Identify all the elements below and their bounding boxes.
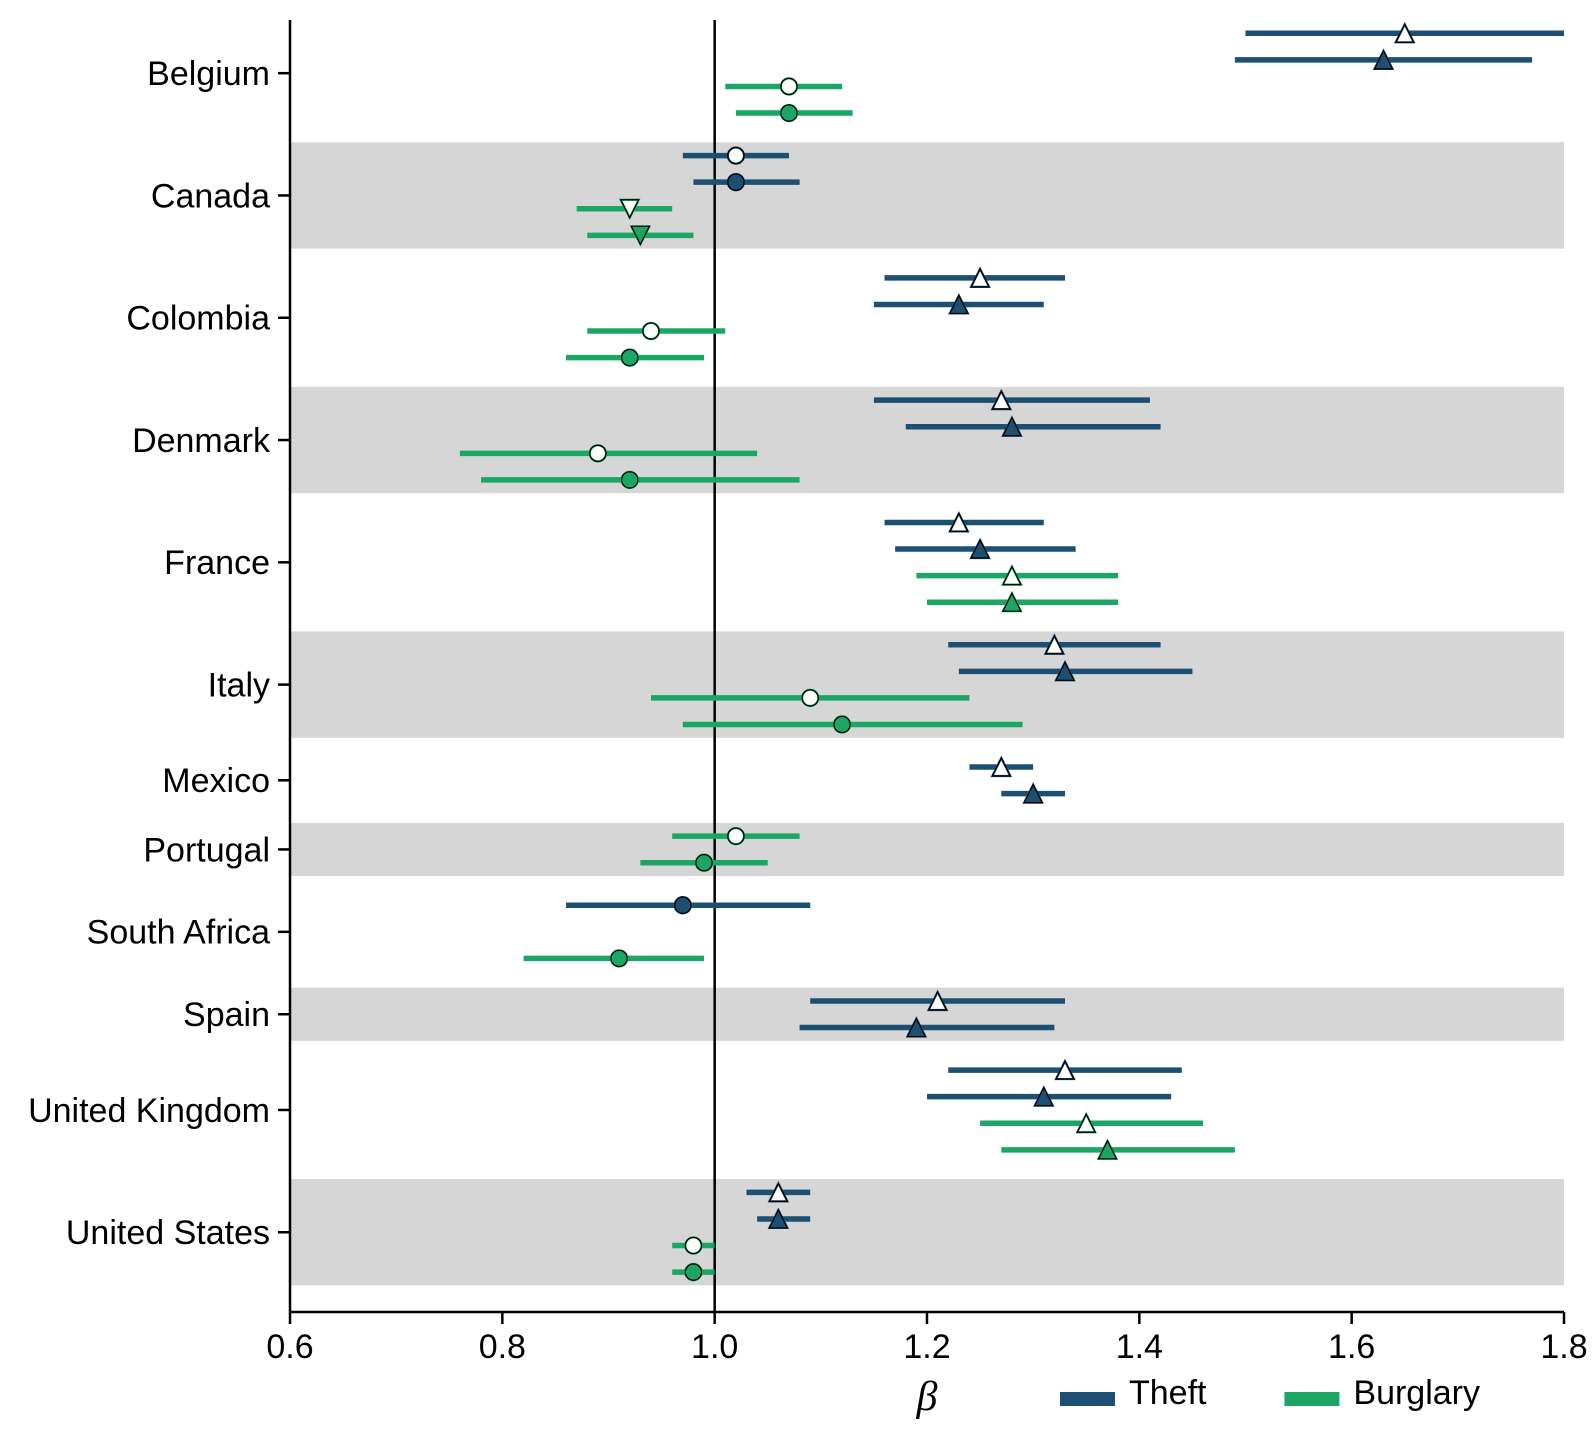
xtick-label: 1.8 — [1540, 1328, 1587, 1366]
country-band — [290, 1179, 1564, 1285]
xtick-label: 1.0 — [691, 1328, 738, 1366]
country-label: Portugal — [143, 831, 270, 869]
legend-swatch — [1060, 1392, 1115, 1406]
legend-label: Theft — [1129, 1374, 1207, 1412]
legend-label: Burglary — [1353, 1374, 1480, 1412]
xtick-label: 1.4 — [1116, 1328, 1163, 1366]
xtick-label: 1.2 — [903, 1328, 950, 1366]
country-band — [290, 142, 1564, 248]
country-label: Spain — [183, 996, 270, 1034]
country-band — [290, 823, 1564, 876]
xtick-label: 0.6 — [266, 1328, 313, 1366]
country-label: Colombia — [126, 300, 270, 338]
country-label: France — [164, 544, 270, 582]
country-label: Denmark — [132, 422, 271, 460]
country-label: Canada — [151, 177, 270, 215]
country-label: South Africa — [87, 914, 270, 952]
country-band — [290, 988, 1564, 1041]
legend-swatch — [1284, 1392, 1339, 1406]
country-label: Mexico — [162, 762, 270, 800]
country-label: United Kingdom — [28, 1092, 270, 1130]
x-axis-label: β — [916, 1374, 938, 1420]
country-label: Italy — [208, 667, 270, 705]
xtick-label: 1.6 — [1328, 1328, 1375, 1366]
country-label: United States — [66, 1214, 270, 1252]
forest-plot: 0.6 0.8 1.0 1.2 1.4 1.6 1.8 Belgium Canada Colomb… — [0, 0, 1594, 1432]
xtick-label: 0.8 — [479, 1328, 526, 1366]
country-label: Belgium — [147, 55, 270, 93]
